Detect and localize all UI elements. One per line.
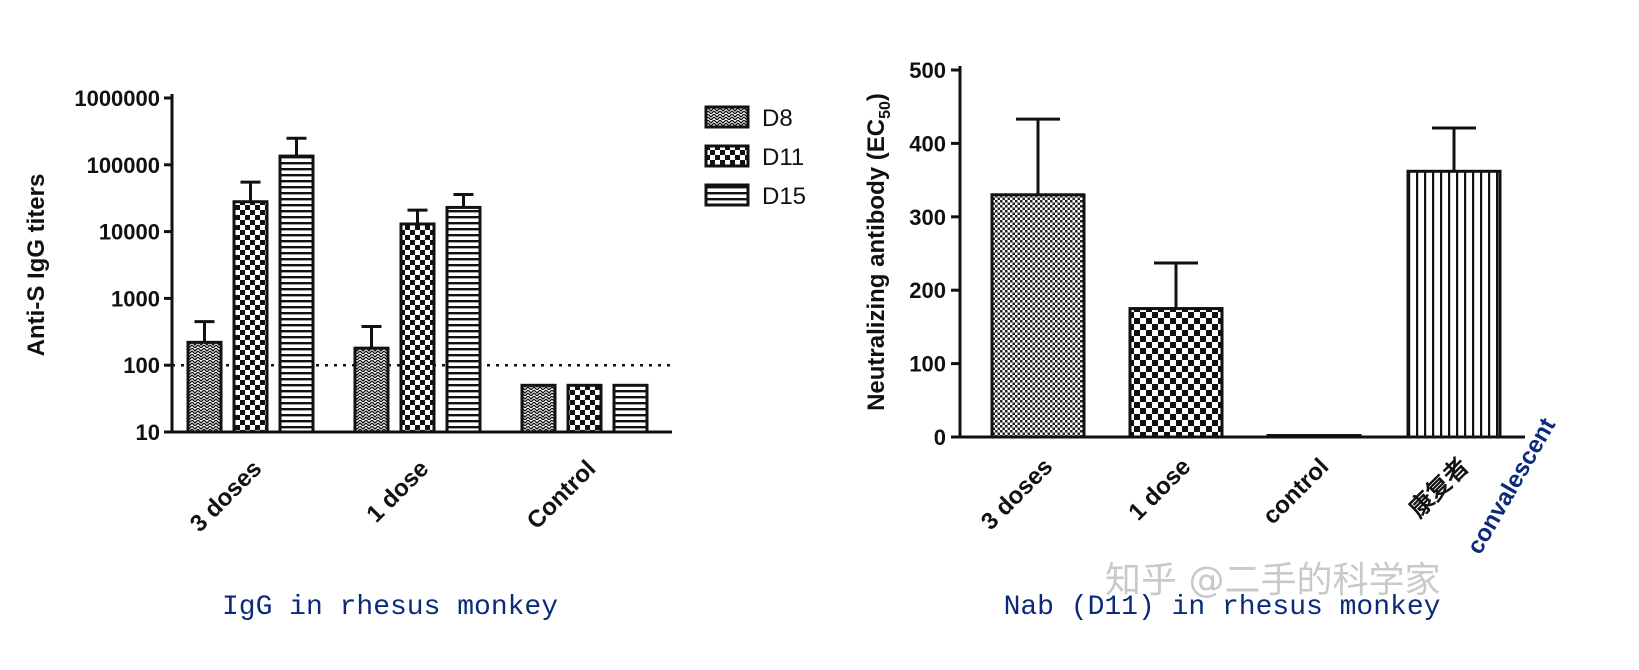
nab-bar (1266, 434, 1362, 439)
nab-y-tick-label: 200 (909, 278, 946, 303)
igg-bar (612, 383, 649, 434)
nab-bar (1406, 169, 1502, 439)
legend-label: D11 (762, 144, 804, 171)
legend-label: D8 (762, 105, 793, 132)
igg-bar (566, 383, 603, 434)
igg-bar (232, 200, 269, 434)
igg-y-axis-title: Anti-S IgG titers (23, 174, 50, 357)
igg-chart-title: IgG in rhesus monkey (222, 592, 558, 623)
nab-y-tick-label: 400 (909, 131, 946, 156)
igg-bar (186, 340, 223, 434)
legend-swatch (704, 144, 750, 168)
nab-y-tick-label: 500 (909, 58, 946, 83)
nab-category-label: control (1258, 453, 1335, 530)
legend-label: D15 (762, 183, 806, 210)
igg-bar (399, 222, 436, 434)
nab-chart-title: Nab (D11) in rhesus monkey (1004, 592, 1441, 623)
igg-y-tick-label: 1000 (111, 286, 160, 311)
nab-y-tick-label: 100 (909, 352, 946, 377)
watermark-text: 知乎 @二手的科学家 (1105, 560, 1440, 601)
igg-y-tick-label: 100000 (87, 153, 160, 178)
igg-y-tick-label: 100 (123, 353, 160, 378)
igg-category-label: Control (522, 455, 601, 534)
igg-y-tick-label: 1000000 (74, 86, 160, 111)
igg-bar (445, 205, 482, 434)
nab-category-label: 3 doses (976, 453, 1058, 535)
igg-chart: 10 100 1000 10000 100000 1000000 3 doses 1 dose… (23, 86, 806, 623)
legend-swatch (704, 105, 750, 129)
nab-bar (1128, 307, 1224, 439)
igg-category-label: 3 doses (185, 455, 267, 537)
igg-y-tick-label: 10000 (99, 220, 160, 245)
nab-y-tick-label: 300 (909, 205, 946, 230)
igg-category-label: 1 dose (361, 455, 434, 528)
igg-bar (353, 346, 390, 434)
nab-bar (990, 193, 1086, 439)
legend-swatch (704, 183, 750, 207)
nab-y-axis-title: Neutralizing antibody (EC50) (863, 93, 894, 411)
nab-y-tick-label: 0 (934, 425, 946, 450)
igg-bar (278, 154, 315, 434)
igg-y-tick-label: 10 (136, 420, 160, 445)
igg-bar (520, 383, 557, 434)
nab-category-label: 康复者 (1404, 452, 1475, 523)
nab-category-label: 1 dose (1123, 453, 1196, 526)
